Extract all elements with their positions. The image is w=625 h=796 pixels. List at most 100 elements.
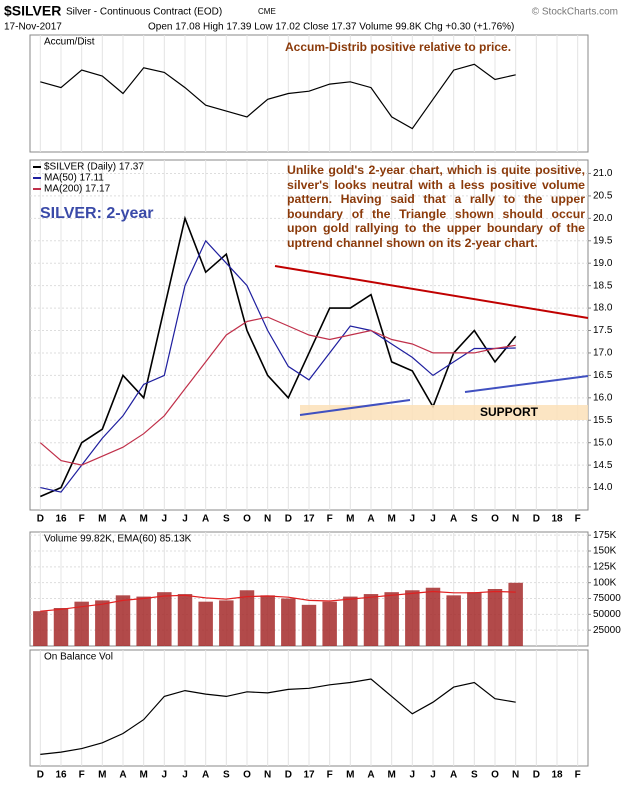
x-tick-label: D <box>285 770 292 781</box>
date: 17-Nov-2017 <box>4 22 62 33</box>
x-tick-label: A <box>450 770 457 781</box>
panel-title: Volume 99.82K, EMA(60) 85.13K <box>44 534 192 545</box>
x-tick-label: F <box>79 770 85 781</box>
volume-bar <box>53 608 69 646</box>
x-tick-label: D <box>37 770 44 781</box>
x-tick-label: O <box>243 770 251 781</box>
x-tick-label: A <box>202 770 209 781</box>
x-tick-label: M <box>346 770 354 781</box>
y-tick-label: 14.5 <box>593 460 613 471</box>
trend-line <box>299 399 411 416</box>
y-tick-label: 17.0 <box>593 348 613 359</box>
x-tick-label: M <box>98 514 106 525</box>
panel-title: On Balance Vol <box>44 652 113 663</box>
y-tick-label: 21.0 <box>593 168 613 179</box>
x-tick-label: J <box>410 770 416 781</box>
legend-entry: MA(50) 17.11 <box>44 173 104 184</box>
x-tick-label: F <box>575 770 581 781</box>
y-tick-label: 150K <box>593 546 617 557</box>
volume-bar <box>136 596 151 646</box>
x-tick-label: D <box>533 770 540 781</box>
x-tick-label: M <box>346 514 354 525</box>
y-tick-label: 20.5 <box>593 191 613 202</box>
y-tick-label: 15.0 <box>593 437 613 448</box>
volume-bar <box>384 592 399 646</box>
x-tick-label: S <box>223 514 230 525</box>
volume-bar <box>363 594 379 646</box>
y-tick-label: 15.5 <box>593 415 613 426</box>
x-tick-label: 16 <box>55 770 67 781</box>
y-tick-label: 17.5 <box>593 325 613 336</box>
x-tick-label: J <box>430 514 436 525</box>
y-tick-label: 19.0 <box>593 258 613 269</box>
volume-bar <box>467 592 482 646</box>
y-tick-label: 50000 <box>593 609 621 620</box>
volume-bar <box>405 590 420 646</box>
y-tick-label: 175K <box>593 530 617 541</box>
y-tick-label: 100K <box>593 577 617 588</box>
volume-bar <box>115 595 131 646</box>
volume-bar <box>487 589 503 646</box>
trend-line <box>274 265 589 319</box>
x-tick-label: A <box>119 770 126 781</box>
x-tick-label: M <box>139 770 147 781</box>
x-tick-label: M <box>98 770 106 781</box>
credit: © StockCharts.com <box>532 7 618 18</box>
series-line <box>40 678 516 755</box>
x-tick-label: J <box>162 770 168 781</box>
trend-line <box>464 375 589 393</box>
x-tick-label: N <box>512 770 519 781</box>
x-tick-label: M <box>139 514 147 525</box>
quote: Open 17.08 High 17.39 Low 17.02 Close 17… <box>148 22 514 33</box>
volume-bar <box>239 590 255 646</box>
volume-bar <box>446 595 461 646</box>
y-tick-label: 25000 <box>593 625 621 636</box>
x-tick-label: M <box>387 770 395 781</box>
panel-title: Accum/Dist <box>44 37 95 48</box>
series-line <box>40 63 516 130</box>
x-tick-label: S <box>471 770 478 781</box>
series-line <box>39 215 517 498</box>
legend-entry: MA(200) 17.17 <box>44 184 111 195</box>
x-tick-label: F <box>79 514 85 525</box>
volume-bar <box>95 600 110 646</box>
y-tick-label: 16.5 <box>593 370 613 381</box>
volume-bar <box>281 598 296 646</box>
support-band <box>300 405 588 420</box>
y-tick-label: 19.5 <box>593 235 613 246</box>
series-line <box>39 316 516 466</box>
legend-entry: $SILVER (Daily) 17.37 <box>44 162 144 173</box>
x-tick-label: D <box>533 514 540 525</box>
volume-bar <box>219 600 234 646</box>
x-tick-label: S <box>471 514 478 525</box>
x-tick-label: N <box>264 514 271 525</box>
volume-bar <box>508 582 523 646</box>
y-tick-label: 14.0 <box>593 482 613 493</box>
volume-bar <box>198 601 213 646</box>
x-tick-label: O <box>243 514 251 525</box>
annotation: SUPPORT <box>480 405 539 419</box>
y-tick-label: 16.0 <box>593 392 613 403</box>
x-tick-label: 17 <box>303 514 315 525</box>
volume-bar <box>322 601 337 646</box>
x-tick-label: D <box>285 514 292 525</box>
x-tick-label: J <box>182 770 188 781</box>
exchange: CME <box>258 7 276 16</box>
x-tick-label: A <box>367 514 374 525</box>
y-tick-label: 20.0 <box>593 213 613 224</box>
symbol: $SILVER <box>4 3 61 19</box>
x-tick-label: D <box>37 514 44 525</box>
y-tick-label: 75000 <box>593 593 621 604</box>
x-tick-label: O <box>491 770 499 781</box>
x-tick-label: A <box>202 514 209 525</box>
volume-bar <box>74 601 89 646</box>
volume-bar <box>157 592 172 646</box>
annotation: Accum-Distrib positive relative to price… <box>285 40 511 54</box>
x-tick-label: A <box>119 514 126 525</box>
x-tick-label: 18 <box>551 514 563 525</box>
x-tick-label: F <box>327 770 333 781</box>
x-tick-label: F <box>327 514 333 525</box>
x-tick-label: J <box>410 514 416 525</box>
x-tick-label: O <box>491 514 499 525</box>
